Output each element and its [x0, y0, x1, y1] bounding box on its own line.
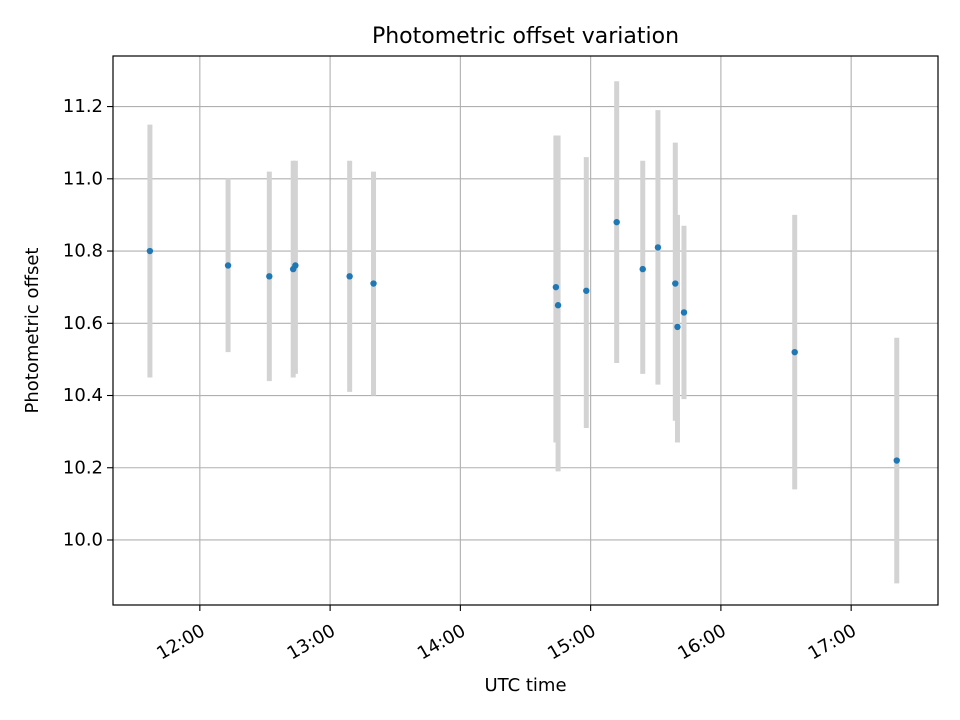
y-axis-label: Photometric offset: [22, 248, 43, 414]
data-point: [346, 273, 353, 280]
y-tick-label: 11.0: [63, 168, 103, 189]
point-layer: [146, 218, 900, 464]
y-tick-label: 10.6: [63, 313, 103, 334]
data-point: [552, 283, 560, 291]
y-tick-label: 10.2: [63, 457, 103, 478]
data-point: [266, 273, 273, 280]
data-point: [146, 247, 154, 255]
data-point: [613, 218, 620, 226]
data-point: [791, 348, 798, 356]
y-tick-label: 11.2: [63, 96, 103, 117]
data-point: [674, 323, 681, 331]
data-point: [672, 280, 679, 287]
y-tick-label: 10.0: [63, 529, 103, 550]
y-tick-label: 10.4: [63, 385, 103, 406]
data-point: [292, 262, 299, 269]
data-point: [893, 457, 900, 464]
data-point: [554, 302, 562, 309]
data-point: [680, 309, 688, 316]
data-point: [370, 280, 377, 287]
y-tick-label: 10.8: [63, 241, 103, 262]
data-point: [639, 265, 646, 273]
data-point: [654, 244, 662, 251]
data-point: [583, 287, 590, 294]
data-point: [224, 262, 232, 269]
y-axis-ticks: 10.0 10.2 10.4 10.6 10.8 11.0 11.2: [63, 96, 113, 550]
x-axis-label: UTC time: [484, 675, 566, 696]
chart-title: Photometric offset variation: [372, 24, 679, 49]
plot-frame: [112, 55, 939, 606]
grid-layer: [113, 56, 938, 605]
